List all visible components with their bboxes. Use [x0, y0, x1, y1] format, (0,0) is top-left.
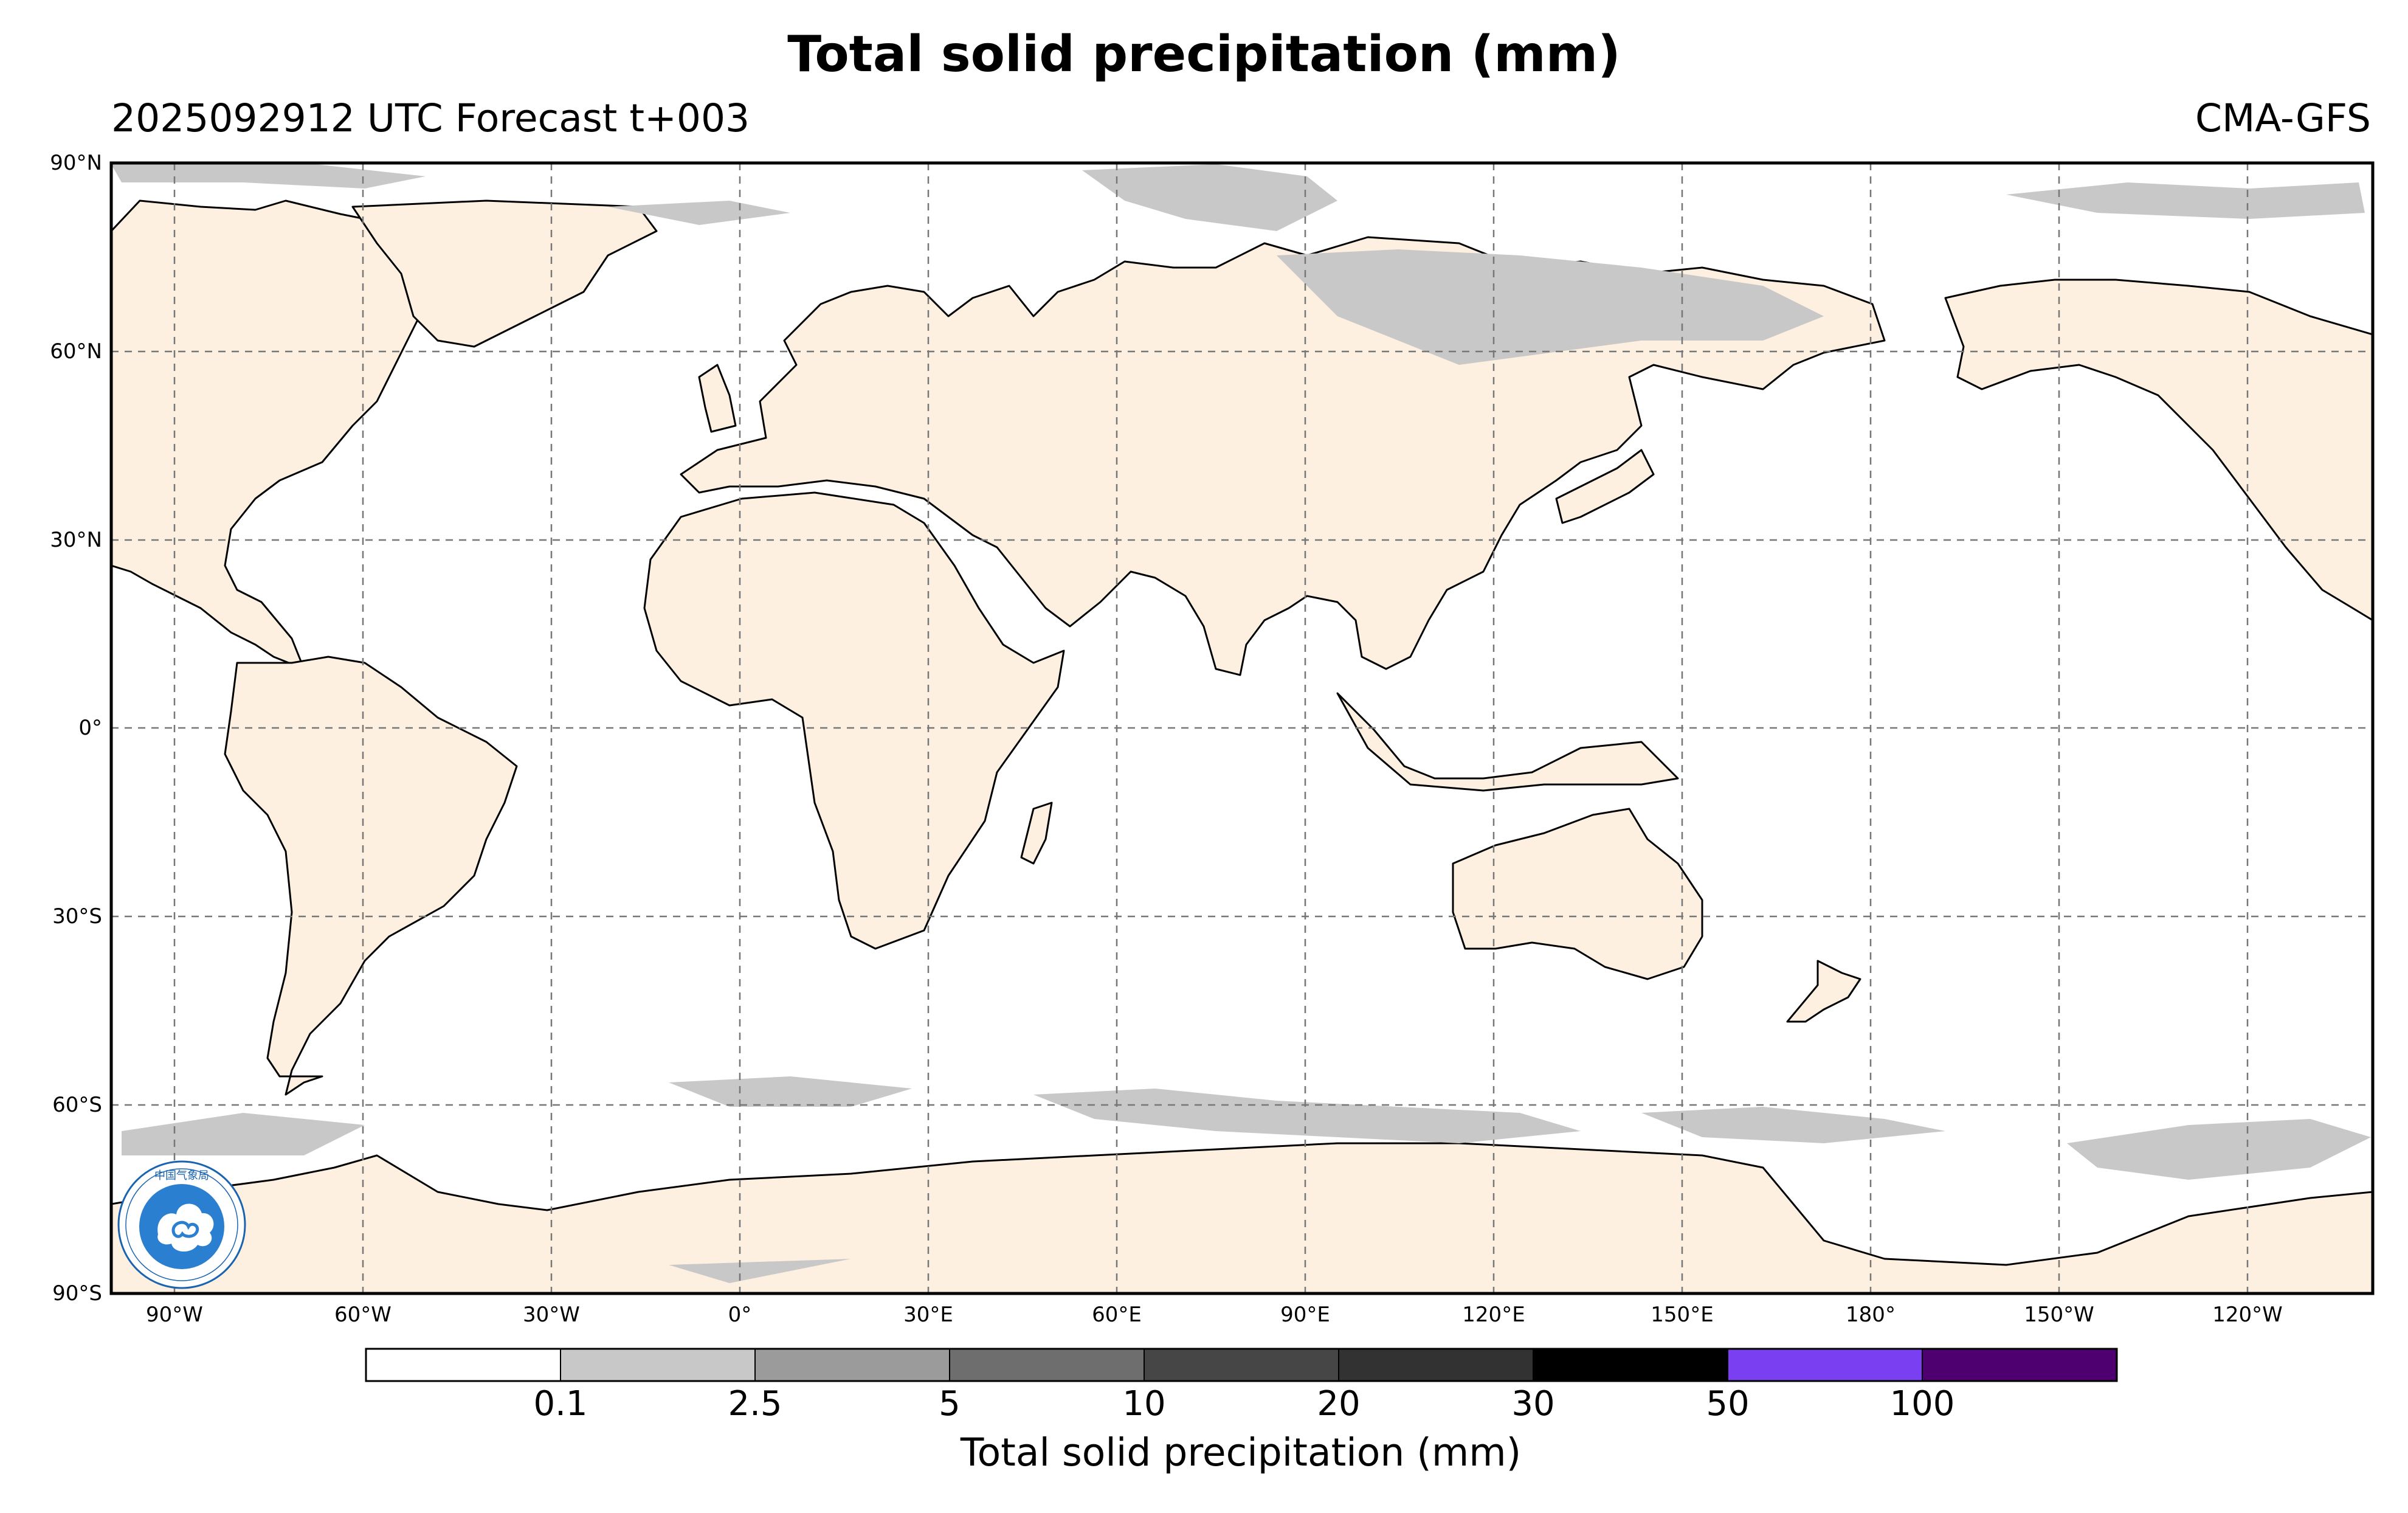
lat-tick-60n: 60°N [50, 339, 102, 364]
snow-fields [111, 163, 2371, 1283]
colorbar-label-30: 30 [1511, 1384, 1555, 1424]
colorbar-swatch-4 [1144, 1348, 1339, 1382]
snow-southern-ocean-4 [1641, 1107, 1945, 1143]
colorbar-frame [365, 1348, 2118, 1382]
lon-tick-90w: 90°W [146, 1303, 203, 1327]
colorbar-label-20: 20 [1317, 1384, 1361, 1424]
snow-canada-arctic [2006, 182, 2365, 219]
lon-tick-60e: 60°E [1092, 1303, 1142, 1327]
colorbar-label-5: 5 [939, 1384, 961, 1424]
lat-tick-30s: 30°S [52, 904, 102, 929]
snow-siberia [1277, 249, 1824, 365]
colorbar-swatch-5 [1338, 1348, 1534, 1382]
lat-tick-0: 0° [78, 716, 102, 740]
land-africa-eurasia [643, 491, 1065, 950]
land-south-america [224, 656, 518, 1096]
lon-tick-30e: 30°E [903, 1303, 953, 1327]
colorbar-swatch-2 [754, 1348, 950, 1382]
gridlines [111, 163, 2373, 1293]
snow-arctic-siberia [1082, 164, 1337, 231]
colorbar-swatch-7 [1727, 1348, 1923, 1382]
lon-tick-120e: 120°E [1462, 1303, 1525, 1327]
land-indonesia [1336, 692, 1679, 792]
snow-north-greenland [111, 163, 426, 189]
colorbar-label-2-5: 2.5 [728, 1384, 782, 1424]
lat-tick-90s: 90°S [52, 1281, 102, 1306]
lon-tick-60w: 60°W [334, 1303, 392, 1327]
lon-tick-150e: 150°E [1651, 1303, 1714, 1327]
snow-antarctic-coast [669, 1259, 851, 1283]
lon-tick-120w: 120°W [2212, 1303, 2283, 1327]
land-japan [1555, 449, 1655, 524]
land-antarctica [111, 1142, 2373, 1293]
land-australia [1452, 808, 1703, 980]
colorbar-label-0-1: 0.1 [533, 1384, 588, 1424]
colorbar-label-50: 50 [1706, 1384, 1750, 1424]
lon-tick-150w: 150°W [2024, 1303, 2094, 1327]
lat-tick-60s: 60°S [52, 1093, 102, 1117]
land-uk [698, 364, 737, 433]
land-new-zealand [1786, 960, 1861, 1023]
lon-tick-0: 0° [728, 1303, 752, 1327]
land-madagascar [1020, 802, 1053, 865]
colorbar-swatch-8 [1922, 1348, 2117, 1382]
colorbar-label-100: 100 [1889, 1384, 1955, 1424]
land-alaska [1944, 279, 2373, 621]
snow-southern-ocean-1 [122, 1113, 365, 1155]
snow-southern-ocean-2 [669, 1076, 912, 1107]
lat-tick-30n: 30°N [50, 528, 102, 552]
chart-title: Total solid precipitation (mm) [787, 26, 1621, 83]
colorbar-swatch-1 [560, 1348, 756, 1382]
snow-north-atlantic [608, 201, 790, 225]
map-frame [109, 161, 2375, 1295]
svg-text:中国气象局: 中国气象局 [154, 1169, 209, 1182]
colorbar-title: Total solid precipitation (mm) [960, 1430, 1522, 1475]
land-north-america [111, 199, 427, 670]
lon-tick-180: 180° [1846, 1303, 1896, 1327]
lon-tick-90e: 90°E [1280, 1303, 1330, 1327]
snow-southern-ocean-3 [1033, 1089, 1581, 1143]
colorbar-swatch-0 [365, 1348, 561, 1382]
lon-tick-30w: 30°W [523, 1303, 580, 1327]
lat-tick-90n: 90°N [50, 151, 102, 175]
colorbar-swatch-3 [949, 1348, 1145, 1382]
land [111, 199, 2373, 1293]
forecast-time-label: 2025092912 UTC Forecast t+003 [111, 96, 750, 140]
cma-logo: 中国气象局 [117, 1160, 246, 1289]
colorbar-swatch-6 [1533, 1348, 1728, 1382]
colorbar [365, 1348, 2117, 1382]
colorbar-label-10: 10 [1122, 1384, 1166, 1424]
snow-southern-ocean-5 [2067, 1119, 2371, 1180]
model-name-label: CMA-GFS [2195, 96, 2371, 140]
